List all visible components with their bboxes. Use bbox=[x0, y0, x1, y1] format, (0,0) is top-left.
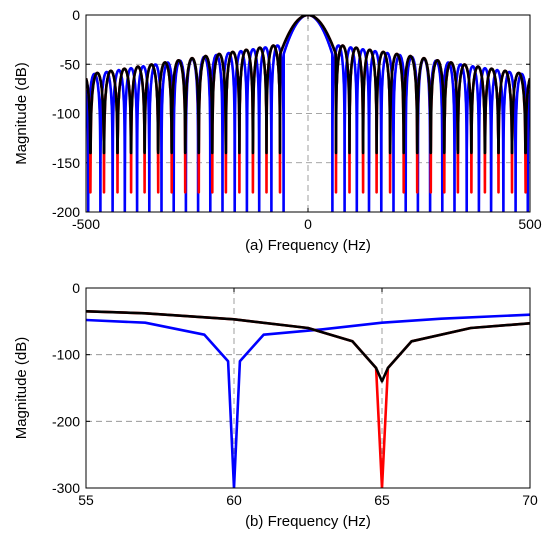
y-tick-label: -200 bbox=[52, 204, 80, 220]
y-tick-label: -100 bbox=[52, 347, 80, 363]
x-axis-label: (a) Frequency (Hz) bbox=[245, 237, 371, 254]
x-tick-label: 55 bbox=[78, 492, 94, 508]
x-tick-label: 65 bbox=[374, 492, 390, 508]
series-line bbox=[86, 313, 530, 488]
x-tick-label: 60 bbox=[226, 492, 242, 508]
x-tick-label: 500 bbox=[518, 216, 542, 232]
x-tick-label: 70 bbox=[522, 492, 538, 508]
y-tick-label: -50 bbox=[60, 56, 80, 72]
top-panel: -500 0 500 0 -50 -100 -150 -200 (a) Frequency (H… bbox=[13, 7, 542, 254]
plot-frame bbox=[85, 14, 531, 213]
series-line bbox=[86, 15, 530, 155]
y-tick-label: -200 bbox=[52, 413, 80, 429]
y-tick-label: -150 bbox=[52, 155, 80, 171]
y-tick-label: -300 bbox=[52, 480, 80, 496]
series-line bbox=[86, 310, 530, 383]
bottom-panel: 55 60 65 70 0 -100 -200 -300 (b) Frequency (Hz) M… bbox=[13, 280, 538, 530]
x-axis-label: (b) Frequency (Hz) bbox=[245, 513, 371, 530]
x-tick-label: -500 bbox=[72, 216, 100, 232]
y-tick-label: 0 bbox=[72, 280, 80, 296]
plot-frame bbox=[85, 287, 531, 489]
y-tick-label: -100 bbox=[52, 106, 80, 122]
y-tick-label: 0 bbox=[72, 7, 80, 23]
y-axis-label: Magnitude (dB) bbox=[13, 62, 30, 165]
y-axis-label: Magnitude (dB) bbox=[13, 337, 30, 440]
series-line bbox=[86, 310, 530, 488]
x-tick-label: 0 bbox=[304, 216, 312, 232]
